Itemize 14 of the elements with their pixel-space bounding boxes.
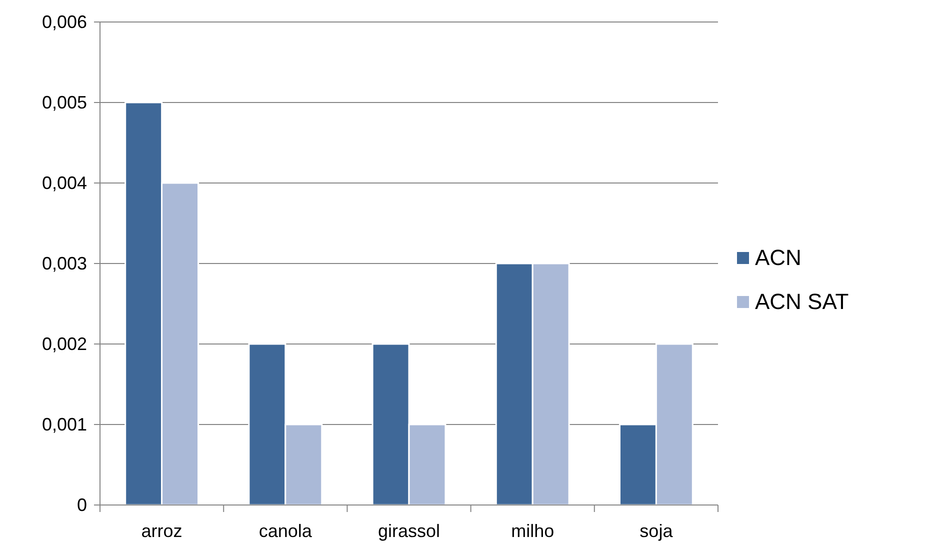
y-tick-label: 0,003 [42, 253, 87, 274]
x-tick-label: soja [640, 520, 674, 541]
y-tick-label: 0,002 [42, 334, 87, 354]
legend-label: ACN [755, 245, 802, 270]
x-tick-label: arroz [141, 520, 182, 541]
y-tick-label: 0,001 [42, 414, 87, 434]
y-tick-label: 0,004 [42, 172, 87, 193]
x-tick-label: milho [511, 520, 554, 541]
x-tick-label: canola [258, 520, 313, 541]
x-tick-label: girassol [378, 520, 440, 541]
y-tick-label: 0 [76, 494, 87, 515]
y-tick-label: 0,006 [42, 12, 87, 32]
legend-label: ACN SAT [755, 289, 849, 314]
y-tick-label: 0,005 [42, 92, 87, 112]
